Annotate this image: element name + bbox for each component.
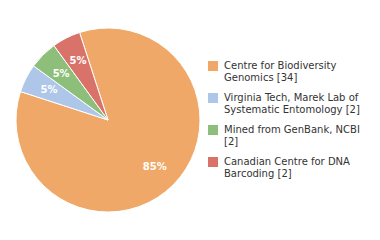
svg-text:85%: 85% <box>143 161 167 172</box>
svg-text:5%: 5% <box>40 84 57 95</box>
html-text:Virginia Tech, Marek Lab of Sy: Virginia Tech, Marek Lab of Systematic E… <box>224 92 360 115</box>
svg-text:5%: 5% <box>69 55 86 66</box>
svg-text:5%: 5% <box>53 68 70 79</box>
html-text:Mined from GenBank, NCBI [2]: Mined from GenBank, NCBI [2] <box>224 124 360 147</box>
html-text:Canadian Centre for DNA Barcod: Canadian Centre for DNA Barcoding [2] <box>224 156 350 179</box>
html-text:Centre for Biodiversity Genomi: Centre for Biodiversity Genomics [34] <box>224 60 337 83</box>
